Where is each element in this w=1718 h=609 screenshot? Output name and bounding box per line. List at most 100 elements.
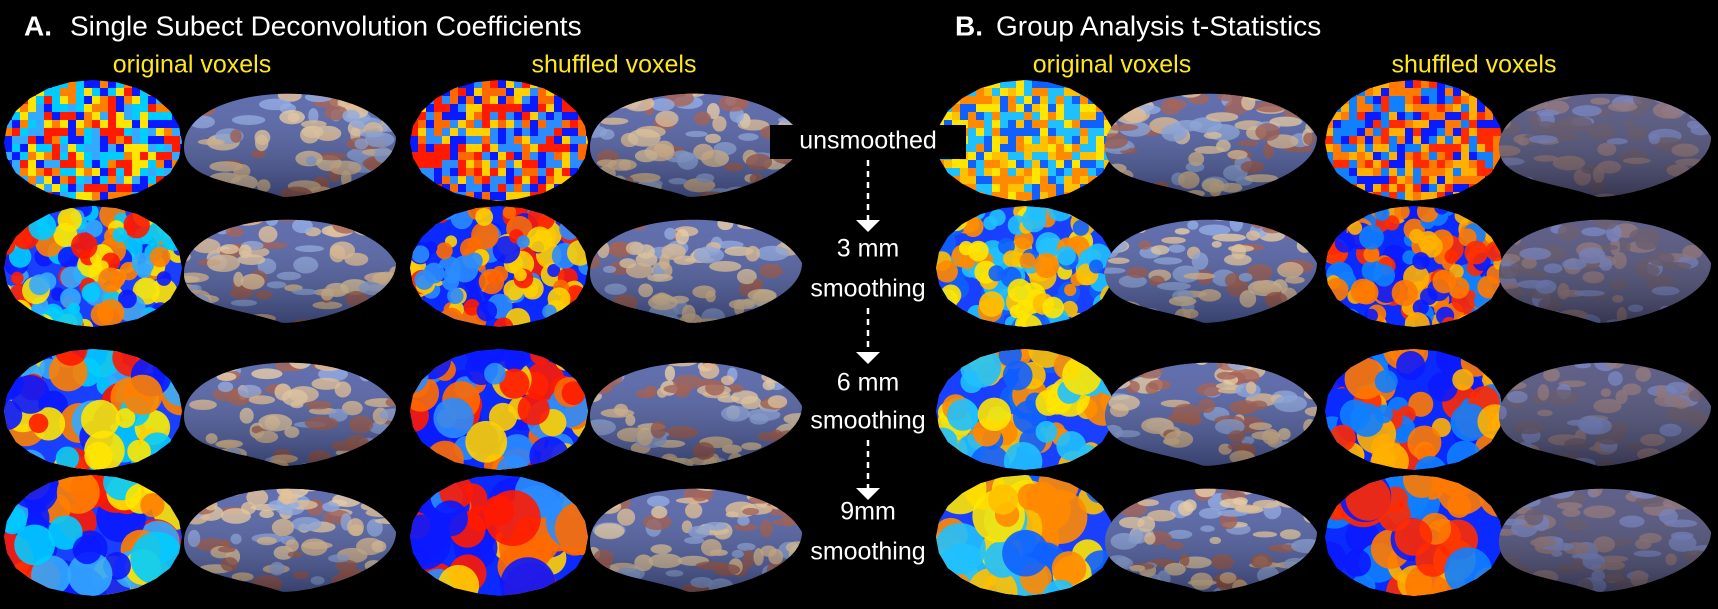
voxel: [554, 128, 562, 136]
voxel: [960, 176, 968, 184]
step-label: smoothing: [810, 407, 925, 435]
voxel: [562, 160, 570, 168]
voxel: [1453, 104, 1461, 112]
voxel: [458, 184, 466, 192]
voxel: [92, 192, 100, 200]
voxel: [554, 144, 562, 152]
voxel: [498, 168, 506, 176]
voxel: [984, 144, 992, 152]
voxel: [530, 168, 538, 176]
voxel: [1373, 112, 1381, 120]
voxel: [1389, 168, 1397, 176]
voxel: [538, 184, 546, 192]
voxel: [482, 112, 490, 120]
voxel: [1016, 120, 1024, 128]
voxel: [450, 136, 458, 144]
voxel: [1333, 144, 1341, 152]
activation-blob: [1373, 264, 1395, 286]
voxel: [554, 120, 562, 128]
voxel: [1405, 112, 1413, 120]
voxel: [1000, 136, 1008, 144]
voxel: [450, 104, 458, 112]
voxel: [1088, 112, 1096, 120]
voxel: [76, 168, 84, 176]
voxel: [1413, 120, 1421, 128]
voxel: [1040, 88, 1048, 96]
voxel: [1453, 168, 1461, 176]
voxel: [140, 104, 148, 112]
voxel: [140, 144, 148, 152]
voxel: [482, 176, 490, 184]
voxel: [1072, 168, 1080, 176]
voxel: [36, 128, 44, 136]
voxel: [132, 152, 140, 160]
voxel: [1024, 144, 1032, 152]
voxel: [1389, 104, 1397, 112]
voxel: [60, 136, 68, 144]
voxel: [1413, 88, 1421, 96]
voxel: [1080, 104, 1088, 112]
voxel: [1389, 176, 1397, 184]
voxel: [68, 184, 76, 192]
voxel: [506, 144, 514, 152]
voxel: [12, 128, 20, 136]
voxel: [1024, 128, 1032, 136]
voxel: [1445, 184, 1453, 192]
voxel: [1056, 160, 1064, 168]
voxel: [1008, 112, 1016, 120]
panel-title: Single Subect Deconvolution Coefficients: [70, 10, 582, 41]
voxel: [132, 88, 140, 96]
voxel: [1056, 96, 1064, 104]
activation-blob: [1089, 260, 1103, 274]
voxel: [76, 176, 84, 184]
voxel: [1064, 136, 1072, 144]
voxel: [968, 176, 976, 184]
voxel: [28, 120, 36, 128]
voxel: [1064, 112, 1072, 120]
activation-blob: [11, 375, 50, 414]
voxel: [1389, 96, 1397, 104]
voxel: [426, 168, 434, 176]
voxel: [1349, 152, 1357, 160]
voxel: [1381, 88, 1389, 96]
voxel: [1349, 112, 1357, 120]
voxel: [4, 136, 12, 144]
voxel: [522, 136, 530, 144]
voxel: [498, 80, 506, 88]
voxel: [466, 120, 474, 128]
voxel: [1485, 160, 1493, 168]
voxel: [1453, 184, 1461, 192]
voxel: [84, 176, 92, 184]
voxel: [1032, 96, 1040, 104]
activation-blob: [1432, 270, 1456, 294]
voxel: [1453, 136, 1461, 144]
voxel: [1389, 128, 1397, 136]
voxel: [1357, 128, 1365, 136]
voxel: [36, 96, 44, 104]
voxel: [92, 80, 100, 88]
voxel: [1056, 128, 1064, 136]
voxel: [68, 168, 76, 176]
voxel: [1032, 112, 1040, 120]
voxel: [52, 184, 60, 192]
voxel: [1096, 112, 1104, 120]
voxel: [1080, 120, 1088, 128]
voxel: [1413, 176, 1421, 184]
voxel: [68, 112, 76, 120]
activation-blob: [1375, 370, 1398, 393]
voxel: [1024, 120, 1032, 128]
voxel: [1445, 104, 1453, 112]
voxel: [108, 88, 116, 96]
voxel: [482, 96, 490, 104]
voxel: [538, 128, 546, 136]
voxel: [1032, 192, 1040, 200]
voxel: [1405, 136, 1413, 144]
voxel: [76, 104, 84, 112]
activation-blob: [1064, 284, 1076, 296]
voxel: [984, 160, 992, 168]
voxel: [1485, 112, 1493, 120]
voxel: [76, 192, 84, 200]
voxel: [474, 120, 482, 128]
voxel: [434, 104, 442, 112]
voxel: [60, 144, 68, 152]
